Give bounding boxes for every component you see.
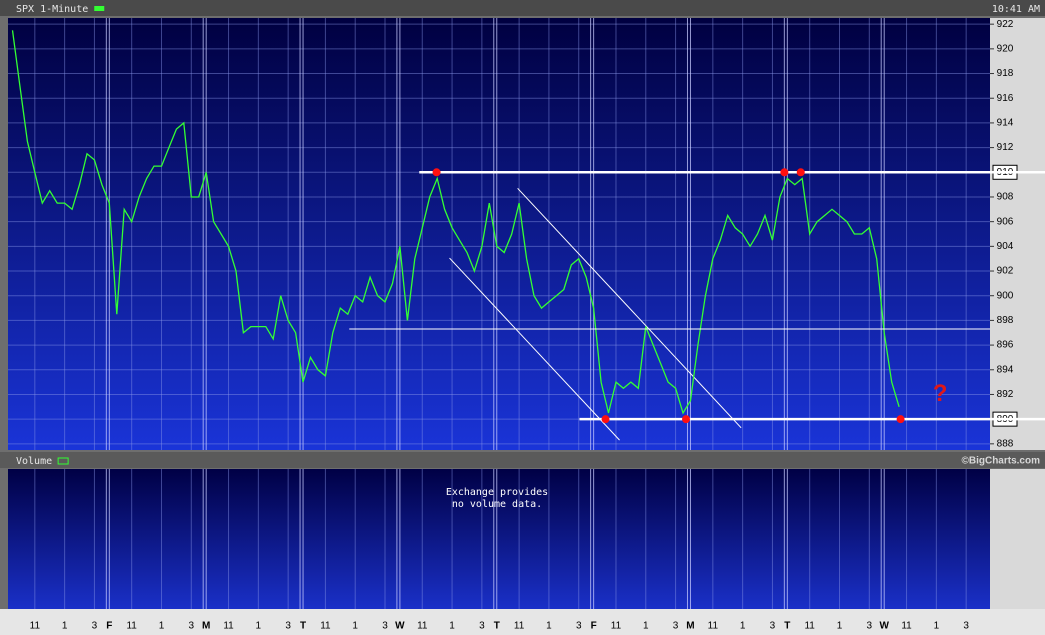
price-panel [8,18,990,450]
x-tick-label: W [395,621,405,632]
trend-line [449,257,620,441]
marker [780,168,789,177]
x-tick-label: 1 [740,621,746,632]
trend-line [517,187,742,429]
y-tick-label: 902 [997,266,1014,277]
x-tick-label: 1 [546,621,552,632]
x-tick-label: 3 [189,621,195,632]
x-tick-label: 3 [673,621,679,632]
marker [432,168,441,177]
x-tick-label: F [591,621,597,632]
x-tick-label: T [784,621,790,632]
x-tick-label: 11 [320,621,331,632]
y-axis-area [990,18,1045,450]
y-tick-label: 900 [997,290,1014,301]
x-tick-label: 11 [126,621,137,632]
plot [11,30,900,441]
x-tick-label: 11 [223,621,234,632]
y-tick-label: 892 [997,389,1014,400]
x-tick-label: M [686,621,694,632]
volume-axis-area [990,469,1045,609]
marker [796,168,805,177]
y-tick-label: 922 [997,19,1014,30]
x-tick-label: T [300,621,306,632]
y-tick-label: 908 [997,192,1014,203]
x-tick-label: 1 [837,621,843,632]
volume-swatch [57,457,69,465]
credit: ©BigCharts.com [962,456,1041,467]
y-tick-label: 914 [997,118,1014,129]
y-tick-label: 896 [997,340,1014,351]
x-tick-label: 11 [417,621,428,632]
x-tick-label: 3 [576,621,582,632]
marker [682,415,691,424]
x-tick-label: 3 [963,621,969,632]
x-tick-label: 1 [159,621,165,632]
marker [896,415,905,424]
price-line [11,30,900,415]
y-tick-label: 920 [997,43,1014,54]
x-tick-label: T [494,621,500,632]
y-tick-label: 906 [997,216,1014,227]
x-tick-label: 3 [92,621,98,632]
marker [601,415,610,424]
x-tick-label: F [106,621,112,632]
volume-panel [8,469,990,609]
y-tick-label: 898 [997,315,1014,326]
y-tick-label: 904 [997,241,1014,252]
annotation: ? [933,380,948,407]
y-tick-label: 916 [997,93,1014,104]
x-tick-label: 1 [352,621,358,632]
y-tick-label: 912 [997,142,1014,153]
volume-title: Volume [16,456,52,467]
header-bar [0,0,1045,16]
y-tick-label: 888 [997,438,1014,449]
x-tick-label: 3 [479,621,485,632]
x-axis-area [0,609,1045,635]
volume-header [0,452,1045,468]
x-tick-label: 1 [62,621,68,632]
x-tick-label: 1 [449,621,455,632]
x-tick-label: 3 [285,621,291,632]
x-tick-label: 1 [934,621,940,632]
x-tick-label: M [202,621,210,632]
x-tick-label: W [879,621,889,632]
x-tick-label: 11 [901,621,912,632]
x-tick-label: 11 [708,621,719,632]
x-tick-label: 3 [382,621,388,632]
y-tick-label: 894 [997,364,1014,375]
legend-swatch [94,6,105,11]
x-tick-label: 11 [514,621,525,632]
x-tick-label: 1 [643,621,649,632]
timestamp: 10:41 AM [992,4,1040,15]
x-tick-label: 11 [30,621,41,632]
y-tick-label: 918 [997,68,1014,79]
x-tick-label: 3 [867,621,873,632]
x-tick-label: 1 [256,621,262,632]
x-tick-label: 11 [804,621,815,632]
x-tick-label: 11 [611,621,622,632]
x-tick-label: 3 [770,621,776,632]
legend-label: SPX 1-Minute [16,4,88,15]
